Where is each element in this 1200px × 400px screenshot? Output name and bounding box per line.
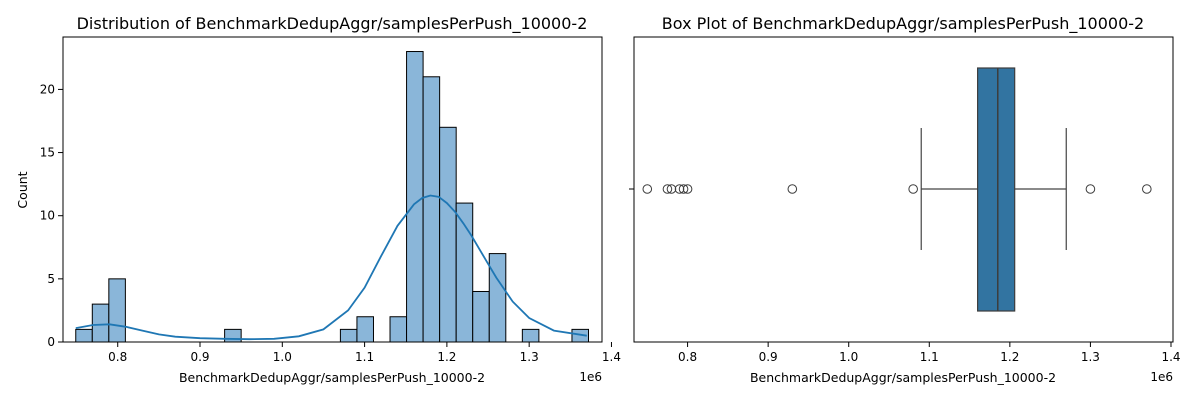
outlier-point bbox=[1085, 184, 1096, 194]
boxplot-x-tick-label: 0.8 bbox=[678, 350, 697, 364]
iqr-box bbox=[977, 67, 1016, 312]
histogram-x-tick-label: 0.9 bbox=[190, 350, 209, 364]
boxplot-x-offset-label: 1e6 bbox=[1150, 370, 1173, 384]
histogram-title: Distribution of BenchmarkDedupAggr/sampl… bbox=[77, 14, 588, 34]
histogram-x-tick-label: 1.1 bbox=[355, 350, 374, 364]
boxplot-x-tick-label: 1.2 bbox=[1000, 350, 1019, 364]
histogram-x-tick-label: 1.2 bbox=[437, 350, 456, 364]
histogram-bar bbox=[521, 328, 540, 343]
boxplot-x-tick-label: 1.1 bbox=[920, 350, 939, 364]
histogram-plot-area bbox=[62, 36, 603, 343]
boxplot-chart: Box Plot of BenchmarkDedupAggr/samplesPe… bbox=[629, 14, 1181, 385]
histogram-bar bbox=[406, 51, 424, 343]
histogram-y-tick-label: 5 bbox=[47, 272, 55, 286]
histogram-bar bbox=[472, 290, 490, 343]
histogram-y-tick-label: 10 bbox=[40, 209, 55, 223]
histogram-y-tick-label: 0 bbox=[47, 335, 55, 349]
outlier-point bbox=[1142, 184, 1152, 194]
histogram-bar bbox=[422, 76, 441, 343]
outlier-point bbox=[678, 184, 689, 194]
boxplot-x-tick-label: 0.9 bbox=[759, 350, 778, 364]
outlier-point bbox=[642, 184, 653, 194]
histogram-y-tick-label: 20 bbox=[40, 82, 55, 96]
histogram-x-tick-label: 1.4 bbox=[602, 350, 621, 364]
histogram-x-tick-label: 1.0 bbox=[273, 350, 292, 364]
boxplot-x-tick-label: 1.0 bbox=[839, 350, 858, 364]
outlier-point bbox=[908, 184, 918, 194]
boxplot-x-tick-label: 1.4 bbox=[1161, 350, 1180, 364]
histogram-bar bbox=[356, 316, 374, 343]
boxplot-title: Box Plot of BenchmarkDedupAggr/samplesPe… bbox=[662, 14, 1144, 34]
histogram-chart: Distribution of BenchmarkDedupAggr/sampl… bbox=[15, 14, 621, 385]
histogram-bar bbox=[389, 316, 408, 343]
histogram-x-tick-label: 0.8 bbox=[108, 350, 127, 364]
histogram-bar bbox=[339, 328, 358, 343]
boxplot-elements bbox=[642, 67, 1152, 312]
outlier-point bbox=[682, 184, 693, 194]
histogram-y-label: Count bbox=[15, 171, 30, 208]
histogram-bar bbox=[224, 328, 242, 343]
histogram-bar bbox=[75, 328, 93, 343]
histogram-bar bbox=[91, 303, 110, 343]
boxplot-x-tick-label: 1.3 bbox=[1081, 350, 1100, 364]
outlier-point bbox=[674, 184, 685, 194]
boxplot-x-ticks: 0.8 0.9 1.0 1.1 1.2 1.3 1.4 bbox=[678, 342, 1181, 364]
histogram-bar bbox=[439, 126, 457, 343]
outlier-point bbox=[666, 184, 677, 194]
outlier-point bbox=[787, 184, 798, 194]
histogram-x-tick-label: 1.3 bbox=[520, 350, 539, 364]
histogram-x-offset-label: 1e6 bbox=[579, 370, 602, 384]
boxplot-plot-area bbox=[633, 36, 1174, 343]
histogram-bar bbox=[108, 278, 126, 343]
histogram-y-tick-label: 15 bbox=[40, 146, 55, 160]
histogram-x-ticks: 0.8 0.9 1.0 1.1 1.2 1.3 1.4 bbox=[108, 342, 621, 364]
histogram-x-label: BenchmarkDedupAggr/samplesPerPush_10000-… bbox=[179, 370, 485, 385]
histogram-bar bbox=[488, 253, 507, 343]
outlier-point bbox=[662, 184, 673, 194]
kde-line bbox=[75, 194, 587, 341]
histogram-bars bbox=[75, 51, 590, 343]
boxplot-x-label: BenchmarkDedupAggr/samplesPerPush_10000-… bbox=[750, 370, 1056, 385]
histogram-y-ticks: 0 5 10 15 20 bbox=[40, 82, 63, 349]
